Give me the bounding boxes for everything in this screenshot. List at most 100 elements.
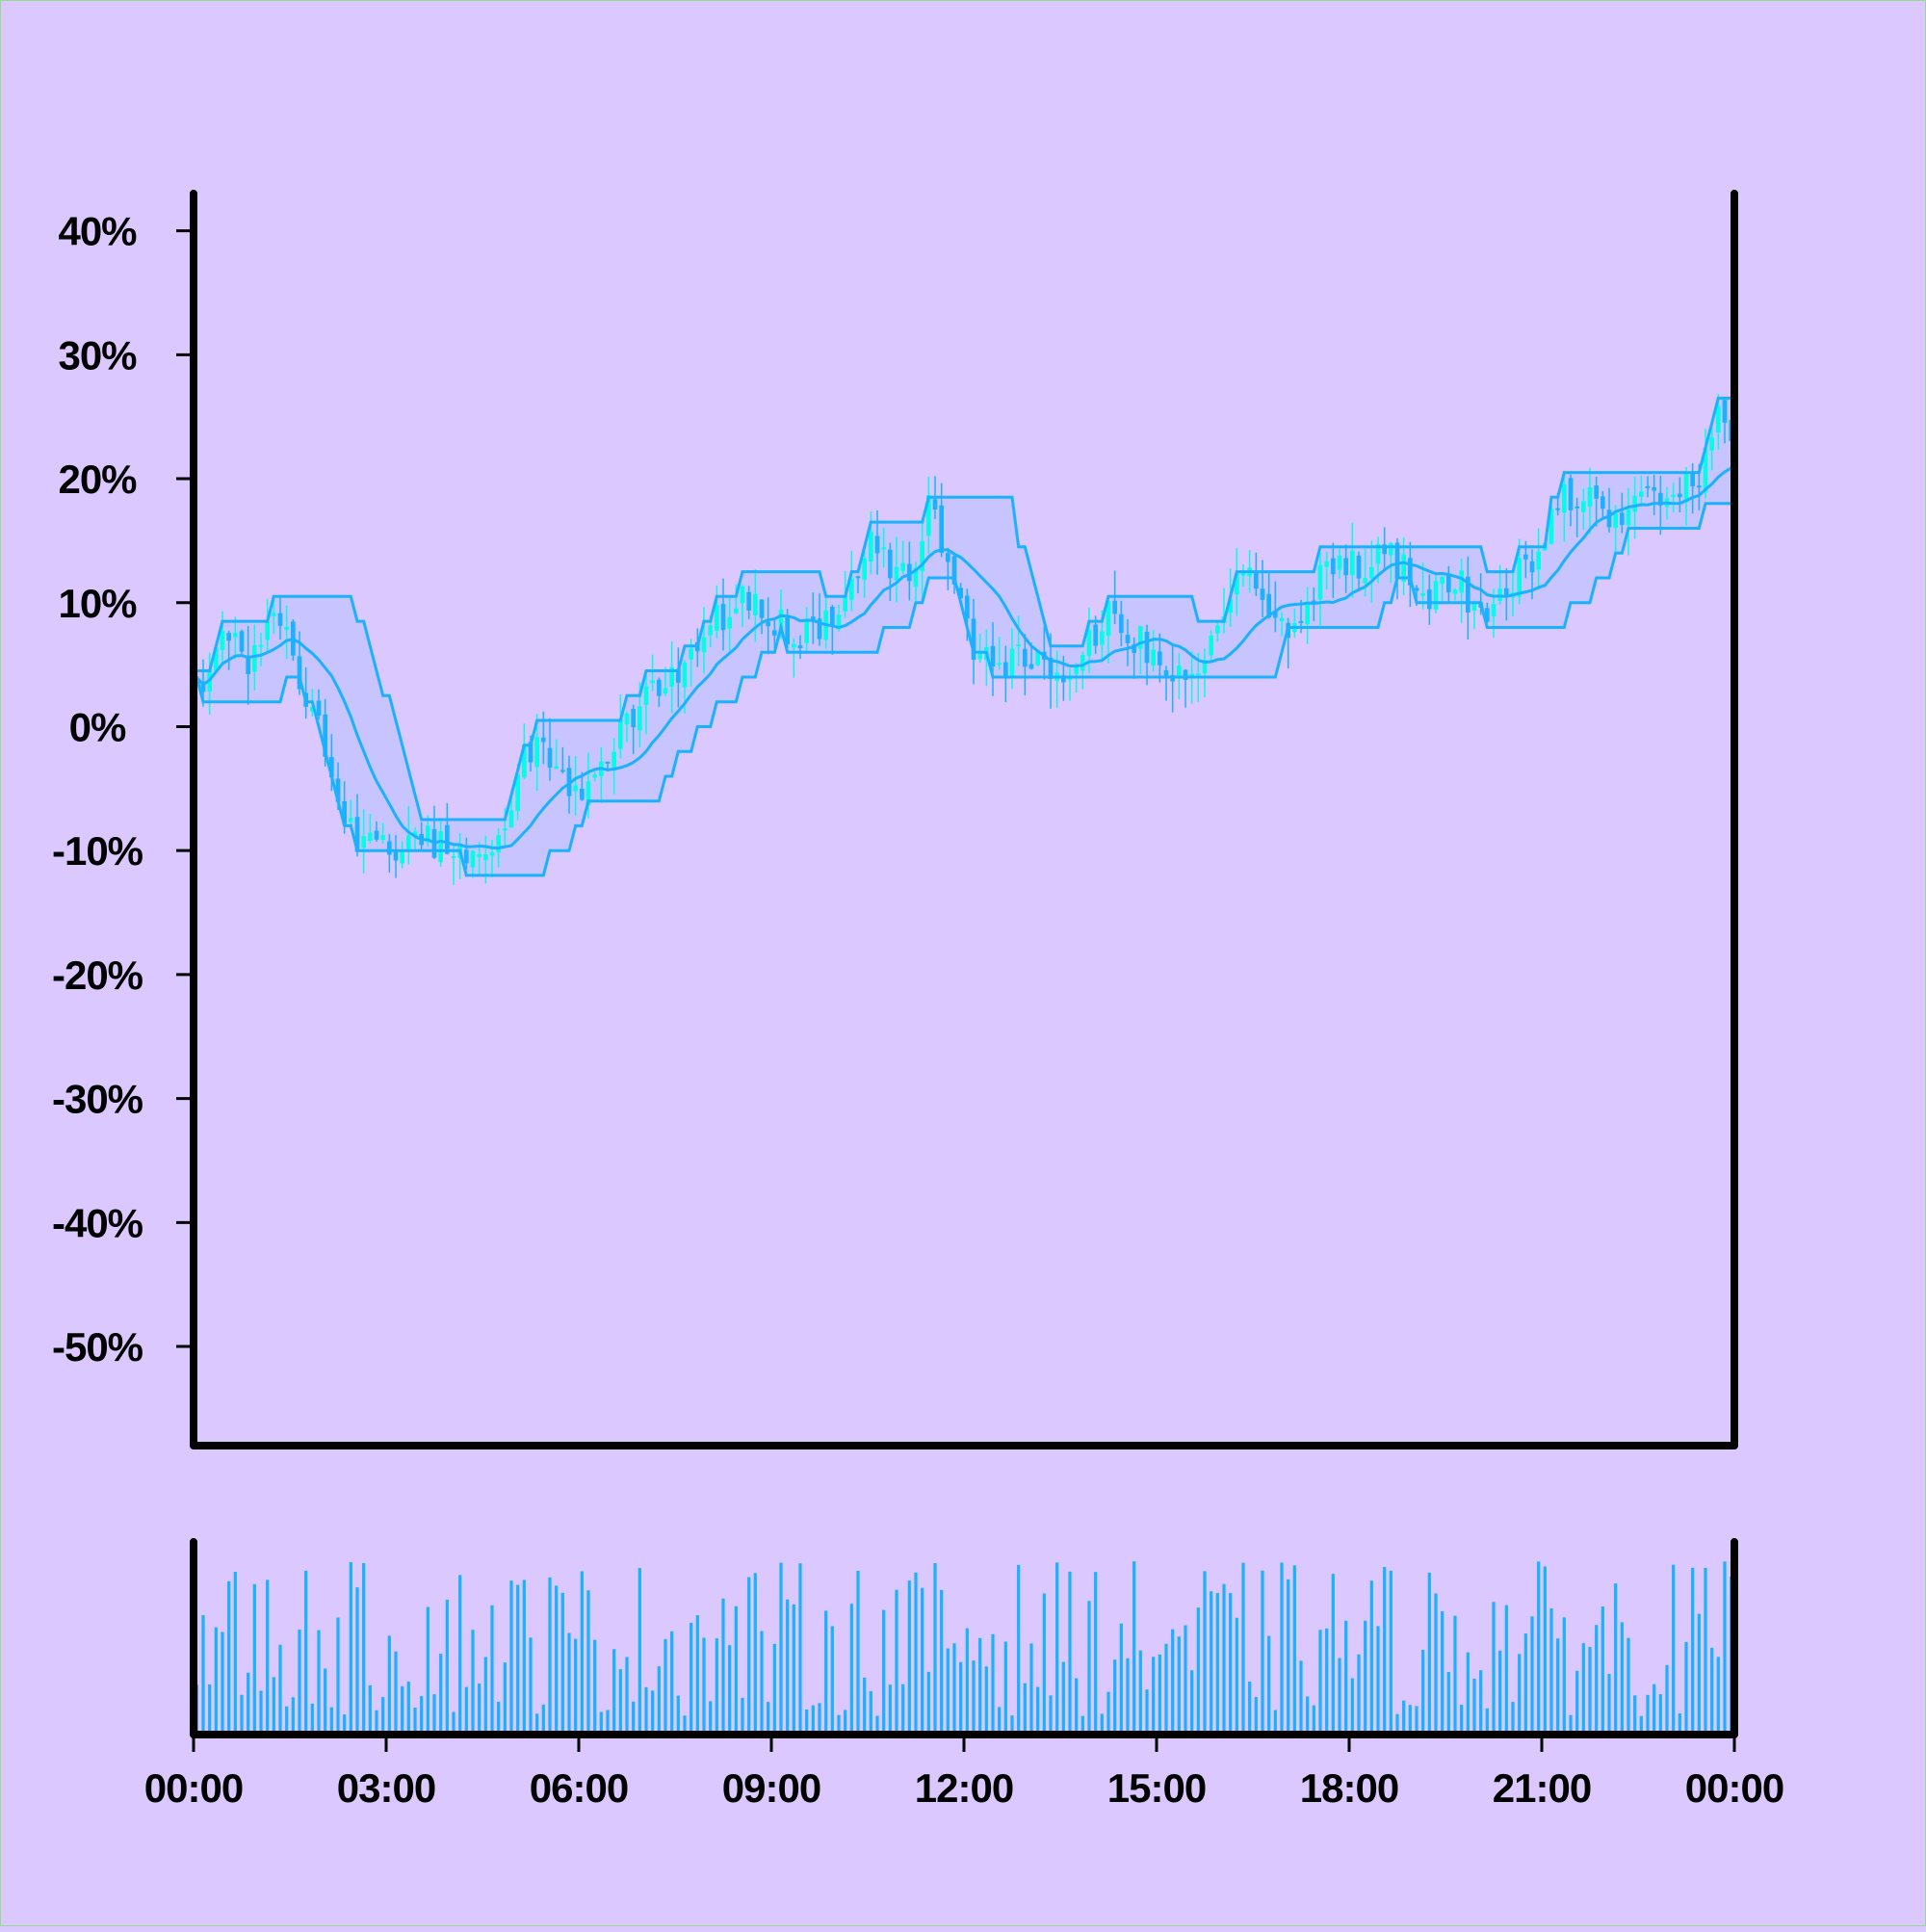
volume-bar [1299, 1660, 1303, 1735]
volume-bar [586, 1590, 590, 1735]
candle [907, 541, 912, 601]
candle-body [669, 666, 674, 687]
volume-bar [1023, 1683, 1027, 1735]
volume-bar [805, 1709, 809, 1735]
volume-bar [940, 1589, 944, 1735]
candle-body [1523, 554, 1528, 560]
volume-bar [1273, 1710, 1277, 1735]
candle [926, 476, 931, 555]
volume-bar [490, 1605, 494, 1735]
volume-bar [1152, 1657, 1156, 1735]
candle [1471, 600, 1477, 630]
candle [1235, 548, 1239, 616]
candle [920, 517, 924, 601]
volume-bar [1614, 1583, 1618, 1735]
candle-body [1408, 558, 1413, 586]
volume-bar [1537, 1561, 1541, 1735]
volume-bar [638, 1568, 641, 1735]
candle-body [592, 774, 597, 778]
volume-bar [1190, 1670, 1194, 1735]
candle [316, 689, 322, 720]
candle [1639, 476, 1644, 507]
volume-bar [1094, 1572, 1098, 1735]
candle [676, 647, 681, 708]
candle-body [708, 625, 713, 636]
volume-bar [1049, 1695, 1053, 1735]
volume-bar [452, 1711, 455, 1735]
candle [1356, 551, 1362, 589]
volume-bar [362, 1563, 366, 1735]
candle [1575, 497, 1579, 537]
candle-body [489, 851, 495, 856]
candle [1016, 615, 1021, 666]
candle [1652, 474, 1656, 515]
volume-bar [1523, 1633, 1527, 1735]
volume-bar [1344, 1620, 1348, 1735]
volume-bar [1633, 1695, 1637, 1735]
moving-average-line [195, 466, 1732, 850]
volume-bar [618, 1669, 622, 1735]
candle [1035, 650, 1040, 667]
volume-bar [349, 1562, 352, 1735]
candle-body [1080, 655, 1085, 671]
volume-bar [779, 1562, 783, 1735]
volume-bar [1595, 1625, 1599, 1735]
candle [612, 738, 616, 795]
volume-bar [1138, 1650, 1142, 1735]
candle-body [1235, 573, 1239, 595]
candle-body [1369, 566, 1374, 579]
candle [669, 641, 674, 714]
candle [701, 607, 707, 674]
candle-body [817, 618, 822, 640]
channel-band [196, 398, 1731, 875]
volume-bar [497, 1701, 501, 1735]
volume-bar [1588, 1647, 1592, 1735]
candle [657, 677, 662, 707]
candle [766, 597, 770, 655]
volume-bar [625, 1657, 629, 1735]
candle-body [913, 567, 919, 587]
candle [1671, 483, 1676, 513]
volume-bar [1184, 1625, 1187, 1735]
volume-bar [972, 1660, 976, 1735]
candle [1389, 541, 1393, 584]
candle-body [1671, 494, 1676, 497]
candle-body [907, 563, 912, 582]
candle [1209, 630, 1213, 662]
volume-bar [734, 1606, 738, 1735]
candle [1215, 621, 1220, 642]
candle-body [804, 620, 809, 643]
candle-body [1266, 593, 1271, 618]
volume-bar [1003, 1641, 1007, 1735]
x-tick-label: 03:00 [337, 1765, 435, 1811]
candle [534, 714, 539, 791]
candle-body [862, 558, 867, 580]
candle-body [1491, 604, 1497, 616]
candle-body [349, 818, 353, 822]
axes [190, 190, 1738, 1738]
volume-bar [991, 1633, 995, 1735]
volume-bar [298, 1629, 301, 1735]
candle-body [323, 714, 327, 757]
candle-body [618, 718, 623, 749]
candle [1324, 551, 1329, 589]
volume-bar [1691, 1567, 1695, 1735]
candle-body [1446, 574, 1451, 592]
candle-body [1132, 644, 1136, 653]
candle-body [586, 781, 591, 806]
candle-body [1549, 508, 1554, 544]
volume-bar [741, 1697, 744, 1735]
candle [284, 605, 289, 660]
candle [1394, 537, 1400, 600]
candle-body [503, 828, 508, 831]
candle [849, 550, 854, 612]
candle-body [464, 849, 469, 864]
candle-body [316, 700, 322, 717]
volume-bars [195, 1561, 1733, 1735]
candle [1144, 624, 1150, 686]
volume-bar [214, 1627, 218, 1735]
candle [753, 569, 758, 642]
volume-bar [1119, 1623, 1123, 1735]
candle [554, 739, 559, 770]
